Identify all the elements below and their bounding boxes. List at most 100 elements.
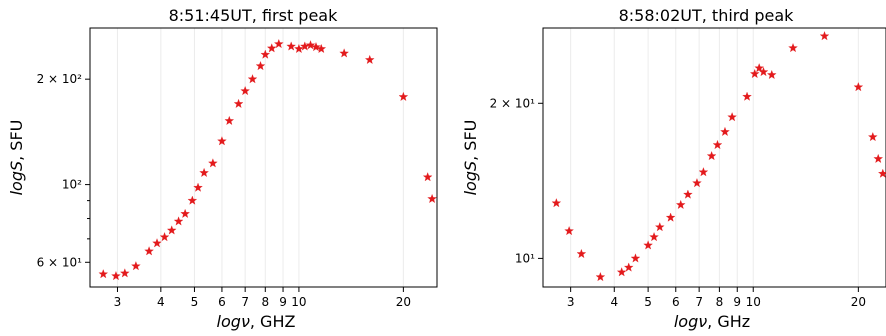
data-point-star (758, 66, 769, 77)
plot-frame (89, 27, 438, 288)
data-point-star (706, 151, 717, 161)
y-tick-label: 2 × 10² (37, 72, 83, 86)
data-point-star (208, 158, 218, 168)
data-point-star (98, 269, 109, 279)
data-point-star (144, 246, 154, 256)
data-point-star (286, 41, 296, 51)
data-point-star (595, 272, 606, 282)
x-axis-label-var: logν (674, 312, 707, 331)
data-point-star (868, 132, 878, 142)
x-axis-label-unit: , GHz (707, 312, 750, 331)
x-tick-label: 20 (396, 295, 411, 309)
y-axis-label-var: logS (461, 161, 480, 196)
data-point-star (623, 262, 634, 272)
data-point-star (878, 168, 886, 178)
x-tick-label: 9 (733, 295, 741, 309)
y-axis-label: logS, SFU (7, 120, 26, 196)
y-axis-label-unit: , SFU (7, 120, 26, 161)
chart-title: 8:58:02UT, third peak (619, 6, 795, 25)
x-tick-label: 5 (644, 295, 652, 309)
chart-title: 8:51:45UT, first peak (169, 6, 338, 25)
x-tick-label: 9 (279, 295, 287, 309)
data-point-star (654, 222, 665, 232)
x-tick-label: 7 (695, 295, 703, 309)
y-tick-label: 6 × 10¹ (37, 255, 83, 269)
data-point-star (649, 232, 659, 242)
data-point-star (564, 226, 574, 236)
y-axis-label-var: logS (7, 161, 26, 196)
x-tick-label: 6 (218, 295, 226, 309)
data-point-star (692, 178, 702, 188)
data-point-star (120, 268, 130, 278)
data-point-star (766, 69, 777, 80)
data-point-star (131, 261, 141, 271)
x-tick-label: 6 (672, 295, 680, 309)
x-tick-label: 10 (291, 295, 306, 309)
data-point-star (788, 43, 798, 53)
data-point-star (398, 91, 409, 101)
data-point-star (712, 139, 723, 150)
x-axis-label-var: logν (217, 312, 250, 331)
data-point-star (224, 115, 235, 125)
data-point-star (683, 189, 693, 199)
data-point-star (217, 136, 227, 146)
data-point-star (427, 193, 437, 204)
data-point-star (742, 91, 752, 101)
data-point-star (311, 42, 321, 52)
data-point-star (152, 238, 162, 248)
data-point-star (173, 216, 184, 226)
data-point-star (166, 225, 177, 235)
x-tick-label: 4 (610, 295, 618, 309)
x-tick-label: 20 (851, 295, 866, 309)
data-point-star (180, 208, 190, 218)
data-point-star (247, 74, 258, 84)
data-point-star (675, 199, 686, 209)
data-point-star (255, 61, 266, 71)
x-axis-label: logν, GHZ (217, 312, 296, 331)
x-tick-label: 8 (261, 295, 269, 309)
data-point-star (551, 198, 562, 208)
plot-frame (542, 27, 886, 288)
data-point-star (720, 126, 730, 136)
y-tick-label: 10² (62, 178, 82, 192)
data-point-star (305, 40, 316, 50)
data-point-star (727, 112, 737, 122)
x-tick-label: 5 (191, 295, 199, 309)
data-point-star (260, 49, 271, 59)
y-tick-label: 10¹ (515, 251, 535, 265)
data-point-star (294, 43, 304, 54)
data-point-star (266, 43, 277, 53)
data-point-star (754, 63, 764, 73)
y-axis-label: logS, SFU (461, 120, 480, 196)
x-axis-label: logν, GHz (674, 312, 750, 331)
data-point-star (159, 232, 170, 242)
data-point-star (853, 82, 864, 92)
data-point-star (233, 98, 244, 108)
data-point-star (193, 182, 203, 192)
data-point-star (364, 54, 375, 64)
data-point-star (422, 172, 433, 182)
data-point-star (111, 271, 121, 281)
data-point-star (339, 48, 349, 58)
data-point-star (616, 267, 627, 277)
data-points (551, 31, 886, 282)
data-point-star (749, 68, 760, 79)
data-point-star (819, 31, 830, 41)
data-point-star (316, 43, 327, 54)
data-point-star (630, 253, 641, 263)
x-axis-label-unit: , GHZ (250, 312, 296, 331)
chart-panel-first-peak: 3 4 5 6 7 8 9 10 20 6 × 10¹ 10² 2 × 10² 8:51:45UT, f… (7, 6, 438, 331)
data-point-star (873, 153, 884, 163)
x-tick-label: 10 (746, 295, 761, 309)
data-points (98, 38, 437, 281)
data-point-star (698, 167, 709, 177)
data-point-star (187, 195, 198, 205)
x-tick-label: 3 (114, 295, 122, 309)
x-tick-label: 4 (157, 295, 165, 309)
data-point-star (665, 212, 676, 222)
x-tick-label: 7 (241, 295, 249, 309)
y-axis-label-unit: , SFU (461, 120, 480, 161)
data-point-star (576, 248, 587, 259)
data-point-star (274, 38, 284, 49)
